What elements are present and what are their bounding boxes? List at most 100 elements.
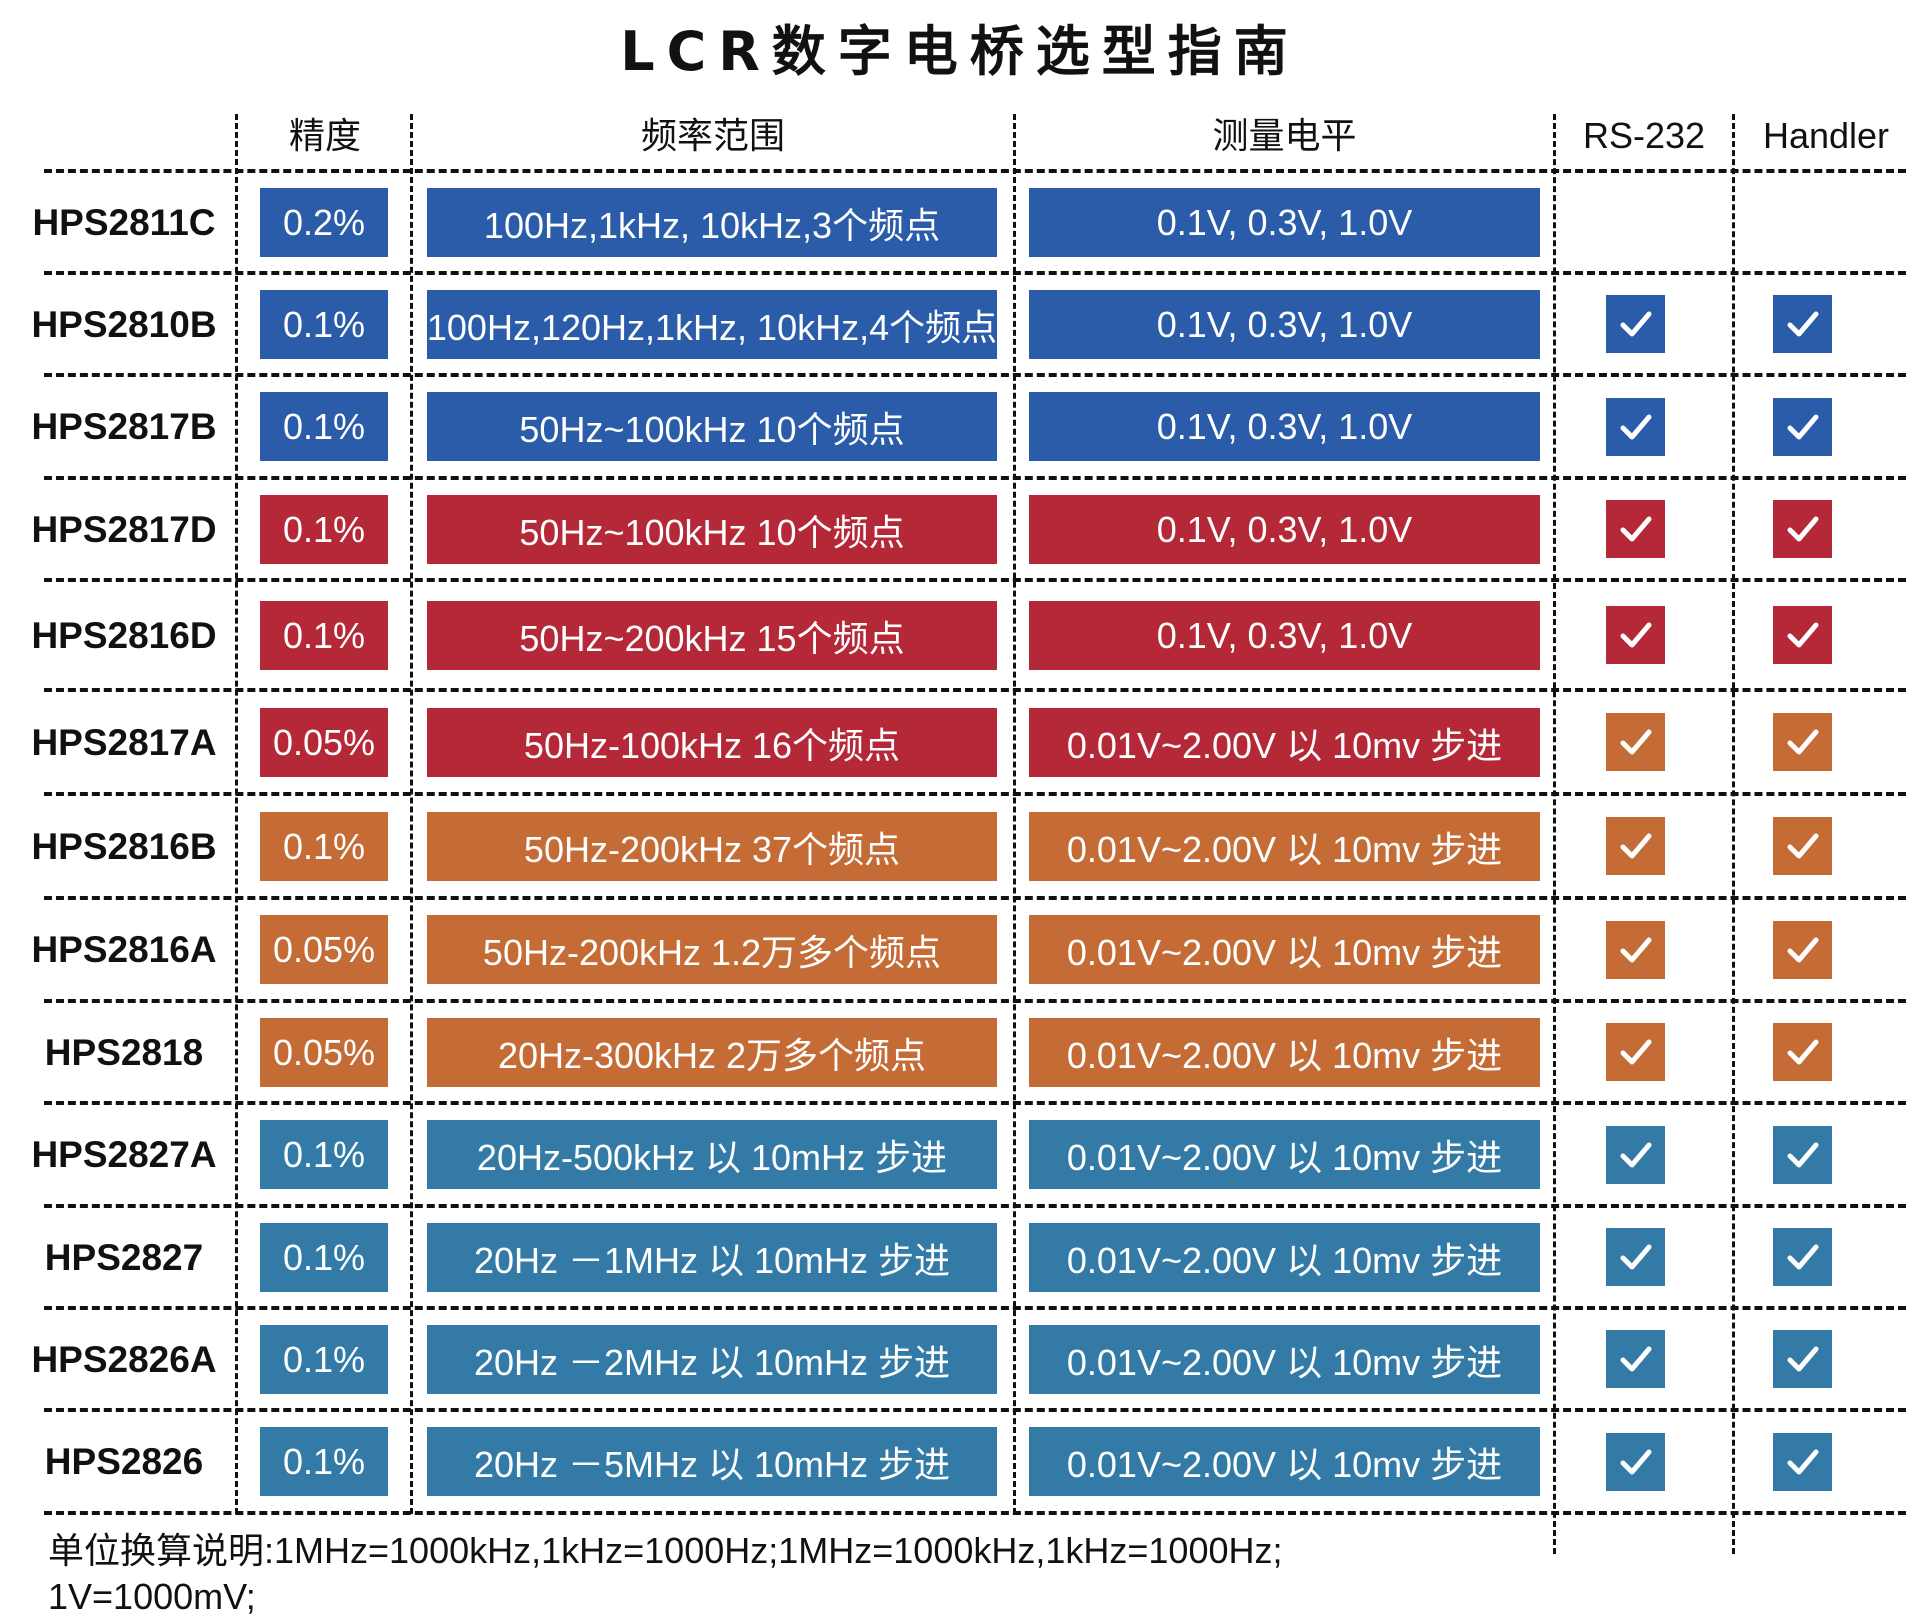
checkmark-icon xyxy=(1787,516,1818,542)
level-cell: 0.01V~2.00V 以 10mv 步进 xyxy=(1029,1018,1540,1087)
rs232-supported-check xyxy=(1606,921,1665,979)
rs232-supported-check xyxy=(1606,1126,1665,1184)
checkmark-icon xyxy=(1787,729,1818,755)
checkmark-icon xyxy=(1787,414,1818,440)
rs232-supported-check xyxy=(1606,817,1665,875)
header-precision: 精度 xyxy=(288,115,361,156)
model-name: HPS2826 xyxy=(44,1441,204,1482)
handler-supported-check xyxy=(1773,1126,1832,1184)
checkmark-icon xyxy=(1787,1039,1818,1065)
footer-line-2: 1V=1000mV; xyxy=(48,1576,256,1617)
column-divider xyxy=(1013,114,1016,1514)
model-name: HPS2817D xyxy=(31,509,217,550)
rs232-supported-check xyxy=(1606,500,1665,558)
checkmark-icon xyxy=(1620,1449,1651,1475)
checkmark-icon xyxy=(1787,311,1818,337)
handler-supported-check xyxy=(1773,1023,1832,1081)
level-cell: 0.1V, 0.3V, 1.0V xyxy=(1029,188,1540,257)
frequency-cell: 50Hz~100kHz 10个频点 xyxy=(427,495,997,564)
checkmark-icon xyxy=(1620,1346,1651,1372)
checkmark-icon xyxy=(1620,833,1651,859)
row-divider xyxy=(44,1408,1906,1412)
checkmark-icon xyxy=(1620,937,1651,963)
model-name: HPS2818 xyxy=(44,1032,204,1073)
frequency-cell: 50Hz~200kHz 15个频点 xyxy=(427,601,997,670)
model-name: HPS2817A xyxy=(31,722,217,763)
precision-cell: 0.1% xyxy=(260,1427,388,1496)
level-cell: 0.01V~2.00V 以 10mv 步进 xyxy=(1029,708,1540,777)
precision-cell: 0.1% xyxy=(260,1325,388,1394)
level-cell: 0.01V~2.00V 以 10mv 步进 xyxy=(1029,1325,1540,1394)
row-divider xyxy=(44,792,1906,796)
handler-supported-check xyxy=(1773,398,1832,456)
frequency-cell: 20Hz-300kHz 2万多个频点 xyxy=(427,1018,997,1087)
precision-cell: 0.1% xyxy=(260,1120,388,1189)
frequency-cell: 20Hz －5MHz 以 10mHz 步进 xyxy=(427,1427,997,1496)
frequency-cell: 20Hz －1MHz 以 10mHz 步进 xyxy=(427,1223,997,1292)
frequency-cell: 50Hz~100kHz 10个频点 xyxy=(427,392,997,461)
row-divider xyxy=(44,999,1906,1003)
precision-cell: 0.2% xyxy=(260,188,388,257)
checkmark-icon xyxy=(1787,1244,1818,1270)
model-name: HPS2816D xyxy=(31,615,217,656)
handler-supported-check xyxy=(1773,921,1832,979)
model-name: HPS2816A xyxy=(31,929,217,970)
model-name: HPS2811C xyxy=(32,202,216,243)
handler-supported-check xyxy=(1773,1433,1832,1491)
precision-cell: 0.1% xyxy=(260,392,388,461)
handler-supported-check xyxy=(1773,295,1832,353)
row-divider xyxy=(44,1511,1906,1515)
row-divider xyxy=(44,578,1906,582)
precision-cell: 0.05% xyxy=(260,708,388,777)
model-name: HPS2817B xyxy=(31,406,217,447)
frequency-cell: 20Hz －2MHz 以 10mHz 步进 xyxy=(427,1325,997,1394)
handler-supported-check xyxy=(1773,1228,1832,1286)
handler-supported-check xyxy=(1773,817,1832,875)
level-cell: 0.01V~2.00V 以 10mv 步进 xyxy=(1029,915,1540,984)
model-name: HPS2827 xyxy=(44,1237,204,1278)
precision-cell: 0.1% xyxy=(260,1223,388,1292)
level-cell: 0.1V, 0.3V, 1.0V xyxy=(1029,601,1540,670)
row-divider xyxy=(44,476,1906,480)
row-divider xyxy=(44,1101,1906,1105)
column-divider xyxy=(410,114,413,1514)
rs232-supported-check xyxy=(1606,398,1665,456)
unit-conversion-note: 单位换算说明:1MHz=1000kHz,1kHz=1000Hz;1MHz=100… xyxy=(48,1528,1283,1620)
rs232-supported-check xyxy=(1606,713,1665,771)
checkmark-icon xyxy=(1620,1244,1651,1270)
model-name: HPS2827A xyxy=(31,1134,217,1175)
column-divider xyxy=(235,114,238,1514)
level-cell: 0.01V~2.00V 以 10mv 步进 xyxy=(1029,1427,1540,1496)
checkmark-icon xyxy=(1620,311,1651,337)
rs232-supported-check xyxy=(1606,606,1665,664)
header-level: 测量电平 xyxy=(1212,115,1357,156)
row-divider xyxy=(44,373,1906,377)
handler-supported-check xyxy=(1773,500,1832,558)
precision-cell: 0.1% xyxy=(260,495,388,564)
checkmark-icon xyxy=(1620,622,1651,648)
row-divider xyxy=(44,688,1906,692)
row-divider xyxy=(44,1204,1906,1208)
rs232-supported-check xyxy=(1606,1228,1665,1286)
level-cell: 0.1V, 0.3V, 1.0V xyxy=(1029,392,1540,461)
checkmark-icon xyxy=(1620,729,1651,755)
level-cell: 0.1V, 0.3V, 1.0V xyxy=(1029,290,1540,359)
rs232-supported-check xyxy=(1606,1023,1665,1081)
model-name: HPS2826A xyxy=(31,1339,217,1380)
checkmark-icon xyxy=(1787,1346,1818,1372)
level-cell: 0.01V~2.00V 以 10mv 步进 xyxy=(1029,1223,1540,1292)
footer-line-1: 单位换算说明:1MHz=1000kHz,1kHz=1000Hz;1MHz=100… xyxy=(48,1530,1283,1571)
checkmark-icon xyxy=(1787,1449,1818,1475)
checkmark-icon xyxy=(1620,414,1651,440)
precision-cell: 0.1% xyxy=(260,601,388,670)
frequency-cell: 100Hz,120Hz,1kHz, 10kHz,4个频点 xyxy=(427,290,997,359)
header-frequency: 频率范围 xyxy=(640,115,785,156)
checkmark-icon xyxy=(1620,1039,1651,1065)
precision-cell: 0.1% xyxy=(260,812,388,881)
row-divider xyxy=(44,1306,1906,1310)
header-handler: Handler xyxy=(1762,115,1890,156)
frequency-cell: 100Hz,1kHz, 10kHz,3个频点 xyxy=(427,188,997,257)
level-cell: 0.01V~2.00V 以 10mv 步进 xyxy=(1029,1120,1540,1189)
level-cell: 0.01V~2.00V 以 10mv 步进 xyxy=(1029,812,1540,881)
column-divider xyxy=(1553,114,1556,1554)
